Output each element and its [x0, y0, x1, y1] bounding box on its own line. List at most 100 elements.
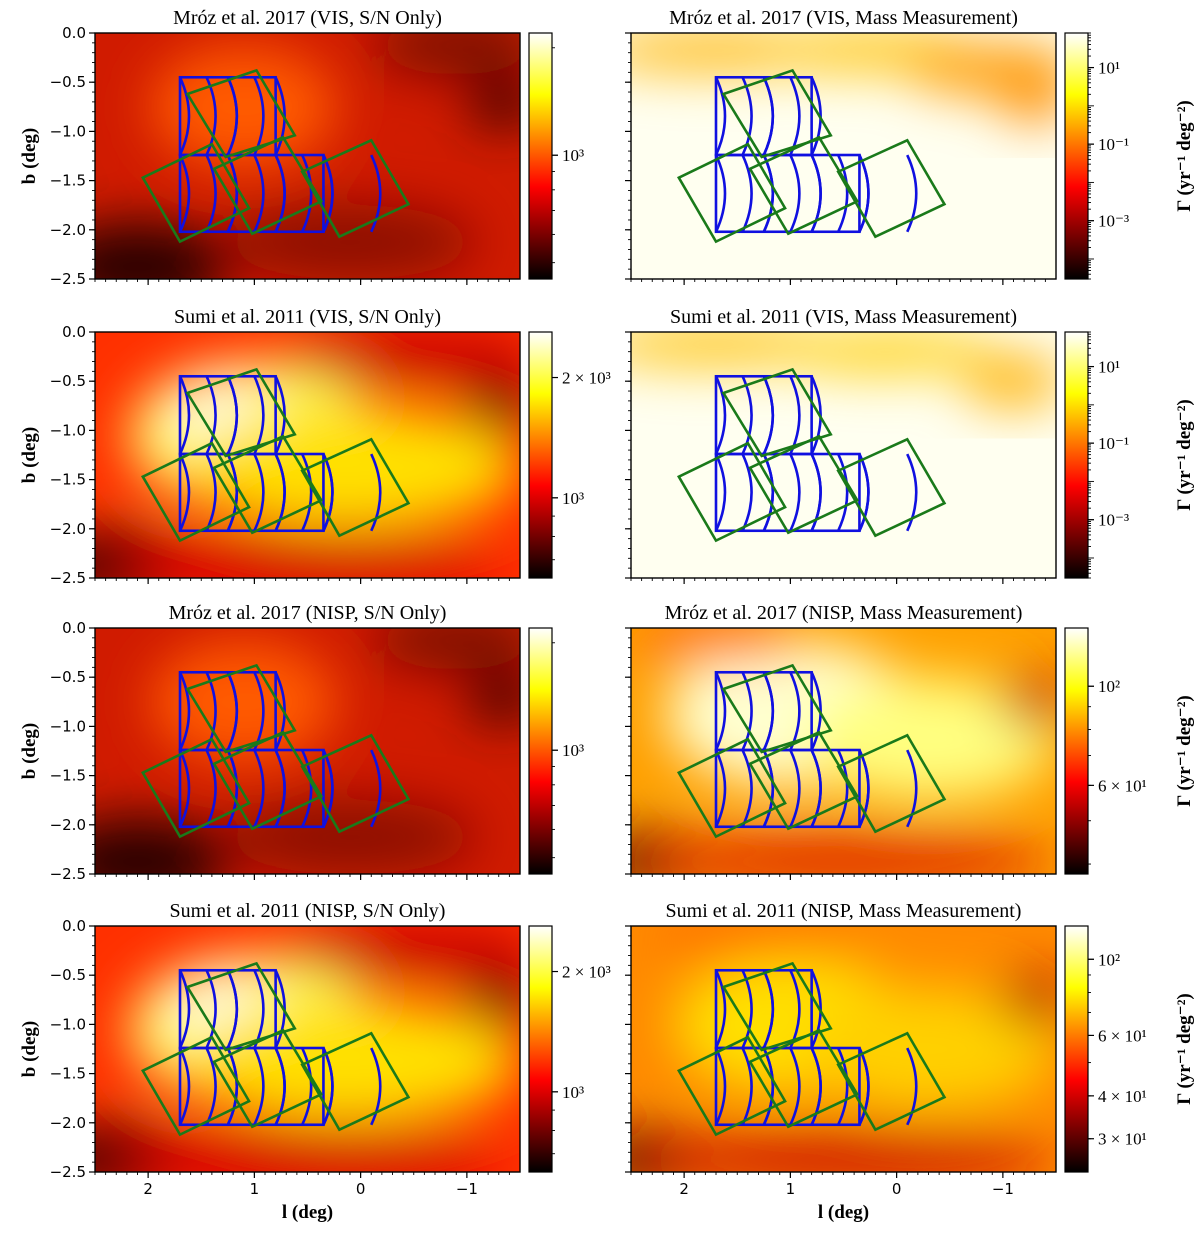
green-field-outline	[721, 961, 833, 1052]
blue-detector-arc	[714, 969, 727, 1049]
colorbar	[528, 627, 553, 875]
y-tick-label: 0.0	[62, 619, 86, 637]
x-axis-label: l (deg)	[282, 1202, 333, 1223]
blue-detector-arc	[178, 969, 191, 1049]
colorbar-tick-label: 10⁻³	[1098, 212, 1129, 231]
field-outlines	[140, 68, 411, 244]
blue-detector-arc	[858, 453, 870, 532]
colorbar-tick-label: 10¹	[1098, 59, 1120, 78]
y-tick-label: −2.5	[50, 1163, 86, 1181]
blue-detector-arc	[837, 749, 849, 828]
blue-detector-arc	[301, 749, 313, 828]
blue-detector-arc	[906, 453, 918, 532]
x-tick-label: −1	[992, 1180, 1014, 1198]
blue-detector-arc	[322, 453, 334, 532]
blue-detector-arc	[322, 1047, 334, 1126]
green-field-outline	[140, 441, 251, 543]
green-field-outline	[836, 733, 947, 834]
blue-detector-arc	[810, 1047, 822, 1126]
blue-detector-arc	[714, 453, 727, 532]
colorbar-tick-label: 10¹	[1098, 358, 1120, 377]
green-field-outline	[140, 737, 251, 839]
x-tick-label: 2	[143, 1180, 153, 1198]
colorbar-label: Γ (yr⁻¹ deg⁻²)	[1174, 695, 1195, 806]
blue-detector-arc	[226, 969, 239, 1049]
y-tick-label: −1.5	[50, 1065, 86, 1083]
green-field-outline	[676, 142, 787, 244]
heatmap-image	[631, 628, 1056, 874]
heatmap-image	[95, 926, 520, 1172]
colorbar	[528, 331, 553, 579]
blue-detector-arc	[714, 749, 727, 828]
blue-detector-arc	[322, 154, 334, 233]
blue-detector-arc	[226, 76, 239, 156]
colorbar	[1064, 925, 1089, 1173]
y-tick-label: −1.0	[50, 122, 86, 140]
colorbar-tick-label: 10³	[562, 741, 584, 760]
colorbar-label: Γ (yr⁻¹ deg⁻²)	[1174, 399, 1195, 510]
x-tick-label: 0	[892, 1180, 902, 1198]
blue-detector-arc	[714, 154, 727, 233]
y-axis-label: b (deg)	[19, 1021, 40, 1077]
field-outlines	[676, 961, 947, 1137]
panel-4: Sumi et al. 2011 (VIS, Mass Measurement)…	[625, 306, 1195, 584]
green-field-outline	[300, 1031, 411, 1132]
blue-detector-arc	[762, 671, 775, 751]
blue-detector-arc	[226, 749, 239, 828]
blue-detector-arc	[762, 969, 775, 1049]
blue-detector-arc	[253, 1047, 265, 1126]
y-axis-label: b (deg)	[19, 128, 40, 184]
blue-detector-arc	[858, 1047, 870, 1126]
colorbar-tick-label: 6 × 10¹	[1098, 776, 1147, 795]
green-field-outline	[212, 434, 324, 535]
blue-detector-arc	[858, 154, 870, 233]
green-field-outline	[721, 68, 833, 159]
green-field-outline	[748, 1028, 860, 1129]
panel-3: 0.0 −0.5 −1.0 −1.5 −2.0 −2.5 Sumi et al. 2011 …	[19, 306, 611, 587]
colorbar-tick-label: 2 × 10³	[562, 369, 611, 388]
blue-detector-arc	[762, 375, 775, 455]
field-outlines	[676, 367, 947, 543]
colorbar-tick-label: 10²	[1098, 950, 1120, 969]
green-field-outline	[748, 434, 860, 535]
blue-detector-arc	[837, 1047, 849, 1126]
y-tick-label: −0.5	[50, 372, 86, 390]
y-tick-label: −1.5	[50, 172, 86, 190]
colorbar	[528, 925, 553, 1173]
panel-2: Mróz et al. 2017 (VIS, Mass Measurement)…	[625, 7, 1195, 285]
blue-detector-arc	[789, 1047, 801, 1126]
blue-detector-arc	[714, 1047, 727, 1126]
panel-8: 2 1 0 −1 Sumi et al. 2011 (NISP, Mass Measur…	[625, 900, 1195, 1223]
green-field-outline	[140, 1035, 251, 1137]
blue-detector-arc	[205, 154, 217, 233]
colorbar	[1064, 32, 1089, 280]
blue-detector-arc	[789, 749, 801, 828]
green-field-outline	[185, 663, 297, 754]
x-axis-label: l (deg)	[818, 1202, 869, 1223]
blue-detector-arc	[178, 1047, 191, 1126]
heatmap-image	[95, 33, 520, 279]
y-tick-label: −2.5	[50, 865, 86, 883]
colorbar-label: Γ (yr⁻¹ deg⁻²)	[1174, 993, 1195, 1104]
y-tick-label: −2.0	[50, 816, 86, 834]
blue-detector-arc	[762, 154, 775, 233]
panel-title: Mróz et al. 2017 (VIS, S/N Only)	[173, 7, 442, 29]
blue-detector-arc	[741, 453, 753, 532]
blue-detector-arc	[178, 749, 191, 828]
colorbar	[1064, 331, 1089, 579]
panel-5: 0.0 −0.5 −1.0 −1.5 −2.0 −2.5 Mróz et al. 2017 …	[19, 602, 584, 883]
green-field-outline	[300, 437, 411, 538]
y-tick-label: 0.0	[62, 323, 86, 341]
blue-detector-arc	[226, 154, 239, 233]
green-field-outline	[185, 367, 297, 458]
green-field-outline	[748, 135, 860, 236]
blue-detector-arc	[178, 453, 191, 532]
green-field-outline	[748, 730, 860, 831]
blue-detector-arc	[178, 154, 191, 233]
blue-detector-arc	[714, 375, 727, 455]
x-tick-label: 2	[679, 1180, 689, 1198]
blue-detector-arc	[789, 154, 801, 233]
blue-detector-arc	[762, 749, 775, 828]
field-outlines	[140, 961, 411, 1137]
green-field-outline	[836, 138, 947, 239]
